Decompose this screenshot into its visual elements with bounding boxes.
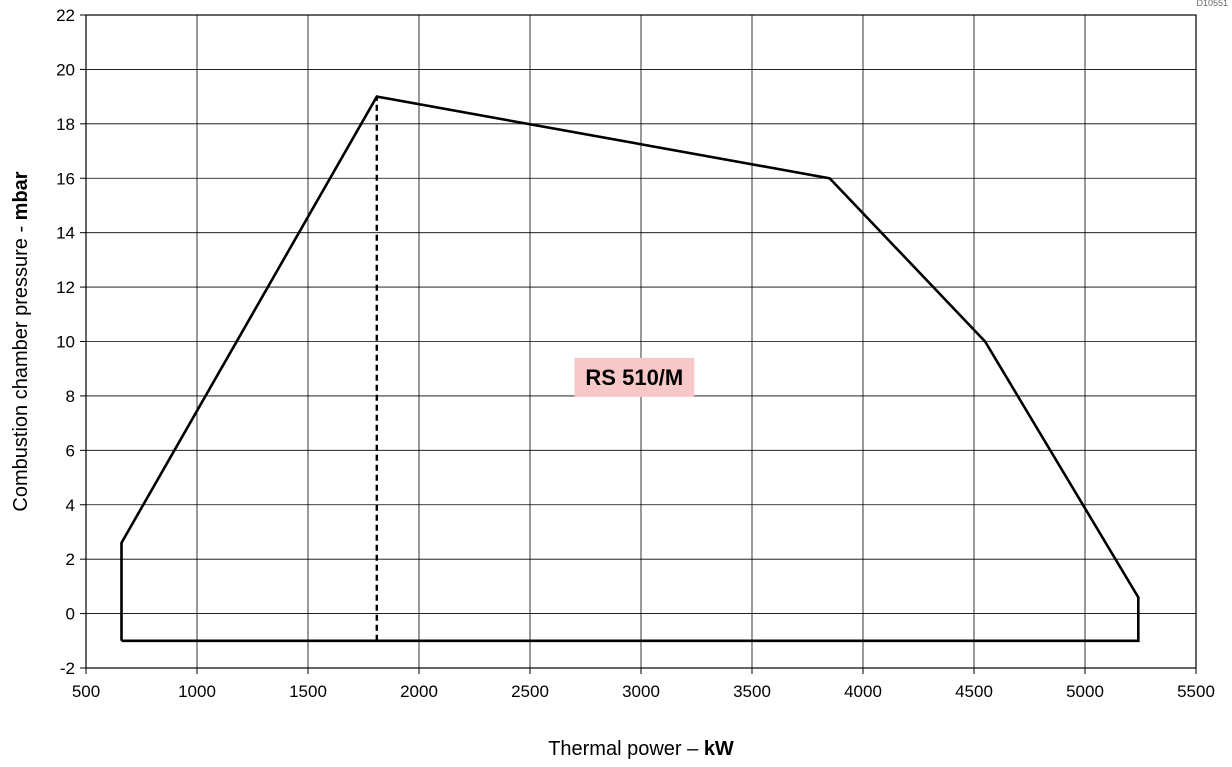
x-tick-label: 1500: [289, 682, 327, 701]
x-tick-label: 3500: [733, 682, 771, 701]
x-tick-label: 500: [72, 682, 100, 701]
y-axis-title-text: Combustion chamber pressure -: [10, 220, 32, 511]
grid-lines: [85, 14, 1197, 669]
y-tick-label: 22: [56, 6, 75, 25]
x-axis-title: Thermal power – kW: [548, 738, 734, 760]
x-axis-ticks: 500 1000 1500 2000 2500 3000 3500 4000 4500 5000 5…: [72, 668, 1215, 701]
annotation-layer: RS 510/M: [574, 357, 695, 397]
y-tick-label: 4: [66, 496, 75, 515]
x-tick-label: 2000: [400, 682, 438, 701]
envelope-line: [120, 95, 1140, 643]
y-axis-title-unit: mbar: [10, 171, 32, 220]
y-axis-ticks: -2 0 2 4 6 8 10 12 14 16 18 20 22: [56, 6, 86, 678]
model-label: RS 510/M: [585, 365, 683, 390]
x-tick-label: 4500: [955, 682, 993, 701]
series-layer: [120, 95, 1140, 643]
x-tick-label: 4000: [844, 682, 882, 701]
figure-code: D10551: [1196, 0, 1228, 8]
x-tick-label: 2500: [511, 682, 549, 701]
y-axis-title: Combustion chamber pressure - mbar: [10, 171, 32, 511]
x-tick-label: 1000: [178, 682, 216, 701]
x-axis-title-unit: kW: [704, 738, 734, 760]
y-tick-label: 10: [56, 333, 75, 352]
x-axis-title-text: Thermal power –: [548, 738, 704, 760]
y-tick-label: 12: [56, 278, 75, 297]
model-label-background: [574, 357, 695, 397]
x-tick-label: 5500: [1177, 682, 1215, 701]
y-tick-label: 0: [66, 605, 75, 624]
y-tick-label: 14: [56, 224, 75, 243]
y-tick-label: 18: [56, 115, 75, 134]
y-tick-label: 2: [66, 550, 75, 569]
x-tick-label: 5000: [1066, 682, 1104, 701]
y-tick-label: 16: [56, 169, 75, 188]
y-tick-label: 6: [66, 441, 75, 460]
y-tick-label: -2: [60, 659, 75, 678]
y-tick-label: 8: [66, 387, 75, 406]
x-tick-label: 3000: [622, 682, 660, 701]
y-tick-label: 20: [56, 60, 75, 79]
